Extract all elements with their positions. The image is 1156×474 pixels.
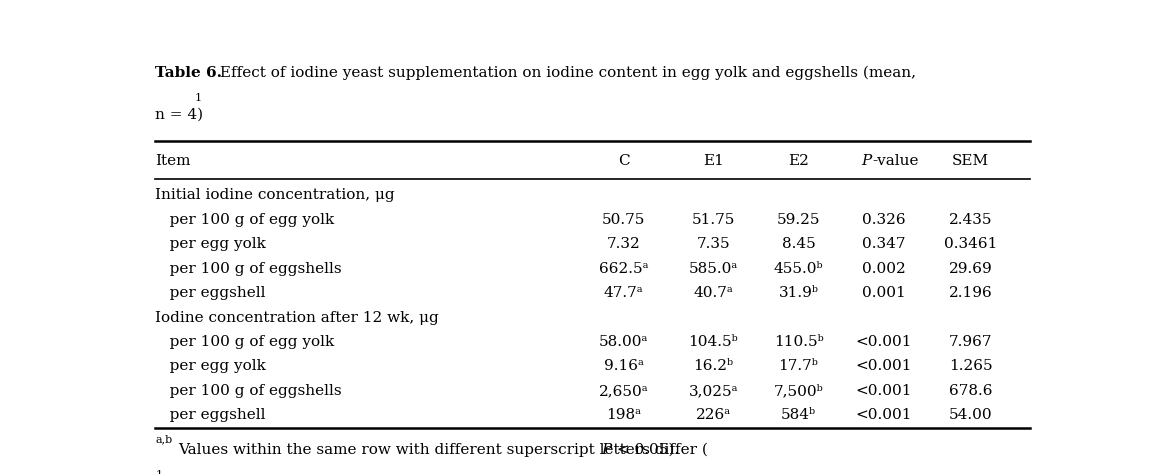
Text: 585.0ᵃ: 585.0ᵃ <box>689 262 738 276</box>
Text: 198ᵃ: 198ᵃ <box>606 409 642 422</box>
Text: per eggshell: per eggshell <box>155 409 266 422</box>
Text: <0.001: <0.001 <box>855 409 912 422</box>
Text: 0.001: 0.001 <box>861 286 905 300</box>
Text: 31.9ᵇ: 31.9ᵇ <box>778 286 818 300</box>
Text: < 0.05).: < 0.05). <box>613 443 680 457</box>
Text: 9.16ᵃ: 9.16ᵃ <box>603 359 644 374</box>
Text: 7,500ᵇ: 7,500ᵇ <box>773 384 823 398</box>
Text: 1: 1 <box>155 470 162 474</box>
Text: 7.32: 7.32 <box>607 237 640 251</box>
Text: 51.75: 51.75 <box>691 213 735 227</box>
Text: E2: E2 <box>788 154 809 168</box>
Text: 110.5ᵇ: 110.5ᵇ <box>773 335 823 349</box>
Text: per 100 g of egg yolk: per 100 g of egg yolk <box>155 335 334 349</box>
Text: 3,025ᵃ: 3,025ᵃ <box>689 384 739 398</box>
Text: a,b: a,b <box>155 434 172 444</box>
Text: per eggshell: per eggshell <box>155 286 266 300</box>
Text: 104.5ᵇ: 104.5ᵇ <box>689 335 739 349</box>
Text: per 100 g of egg yolk: per 100 g of egg yolk <box>155 213 334 227</box>
Text: <0.001: <0.001 <box>855 359 912 374</box>
Text: 0.347: 0.347 <box>862 237 905 251</box>
Text: per 100 g of eggshells: per 100 g of eggshells <box>155 384 342 398</box>
Text: 16.2ᵇ: 16.2ᵇ <box>694 359 733 374</box>
Text: C: C <box>618 154 630 168</box>
Text: 17.7ᵇ: 17.7ᵇ <box>779 359 818 374</box>
Text: 2.196: 2.196 <box>949 286 992 300</box>
Text: 8.45: 8.45 <box>781 237 815 251</box>
Text: P: P <box>601 443 612 457</box>
Text: 58.00ᵃ: 58.00ᵃ <box>599 335 649 349</box>
Text: per 100 g of eggshells: per 100 g of eggshells <box>155 262 342 276</box>
Text: P: P <box>861 154 872 168</box>
Text: 0.3461: 0.3461 <box>943 237 998 251</box>
Text: 662.5ᵃ: 662.5ᵃ <box>599 262 649 276</box>
Text: -value: -value <box>873 154 919 168</box>
Text: Iodine concentration after 12 wk, μg: Iodine concentration after 12 wk, μg <box>155 310 439 325</box>
Text: Effect of iodine yeast supplementation on iodine content in egg yolk and eggshel: Effect of iodine yeast supplementation o… <box>215 66 917 81</box>
Text: 7.967: 7.967 <box>949 335 992 349</box>
Text: 678.6: 678.6 <box>949 384 992 398</box>
Text: 54.00: 54.00 <box>949 409 992 422</box>
Text: 1: 1 <box>194 93 202 103</box>
Text: 50.75: 50.75 <box>602 213 645 227</box>
Text: <0.001: <0.001 <box>855 335 912 349</box>
Text: 2.435: 2.435 <box>949 213 992 227</box>
Text: 0.326: 0.326 <box>862 213 905 227</box>
Text: E1: E1 <box>703 154 724 168</box>
Text: 226ᵃ: 226ᵃ <box>696 409 731 422</box>
Text: 29.69: 29.69 <box>949 262 992 276</box>
Text: 584ᵇ: 584ᵇ <box>781 409 816 422</box>
Text: 59.25: 59.25 <box>777 213 821 227</box>
Text: Initial iodine concentration, μg: Initial iodine concentration, μg <box>155 188 395 202</box>
Text: per egg yolk: per egg yolk <box>155 237 266 251</box>
Text: Table 6.: Table 6. <box>155 66 222 80</box>
Text: per egg yolk: per egg yolk <box>155 359 266 374</box>
Text: 0.002: 0.002 <box>861 262 905 276</box>
Text: n = 4): n = 4) <box>155 108 203 122</box>
Text: 7.35: 7.35 <box>697 237 731 251</box>
Text: 47.7ᵃ: 47.7ᵃ <box>603 286 644 300</box>
Text: Item: Item <box>155 154 191 168</box>
Text: SEM: SEM <box>951 154 990 168</box>
Text: Values within the same row with different superscript letters differ (: Values within the same row with differen… <box>178 443 709 457</box>
Text: <0.001: <0.001 <box>855 384 912 398</box>
Text: 455.0ᵇ: 455.0ᵇ <box>773 262 823 276</box>
Text: 1.265: 1.265 <box>949 359 992 374</box>
Text: 40.7ᵃ: 40.7ᵃ <box>694 286 733 300</box>
Text: 2,650ᵃ: 2,650ᵃ <box>599 384 649 398</box>
